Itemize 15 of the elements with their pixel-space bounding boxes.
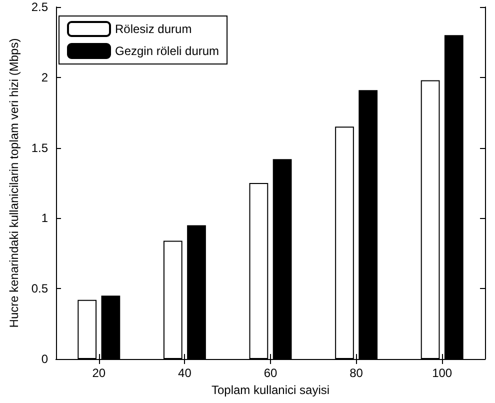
y-axis-title: Hucre kenarindaki kullanicilarin toplam veri hizi (Mbps) [7, 38, 21, 328]
y-tick-label: 2 [41, 70, 48, 84]
x-tick-label: 60 [264, 366, 278, 380]
y-tick-label: 1 [41, 211, 48, 226]
legend-label: Rölesiz durum [115, 22, 192, 36]
y-tick-label: 2.5 [31, 0, 48, 14]
legend-label: Gezgin röleli durum [115, 44, 220, 58]
x-tick-label: 20 [92, 366, 106, 380]
y-tick-label: 1.5 [31, 140, 48, 155]
y-tick-label: 0 [41, 352, 48, 366]
x-tick-label: 40 [178, 366, 192, 380]
x-tick-label: 80 [350, 366, 364, 380]
x-tick-label: 100 [432, 366, 452, 380]
y-tick-label: 0.5 [31, 282, 48, 296]
x-axis-title: Toplam kullanici sayisi [211, 382, 330, 397]
